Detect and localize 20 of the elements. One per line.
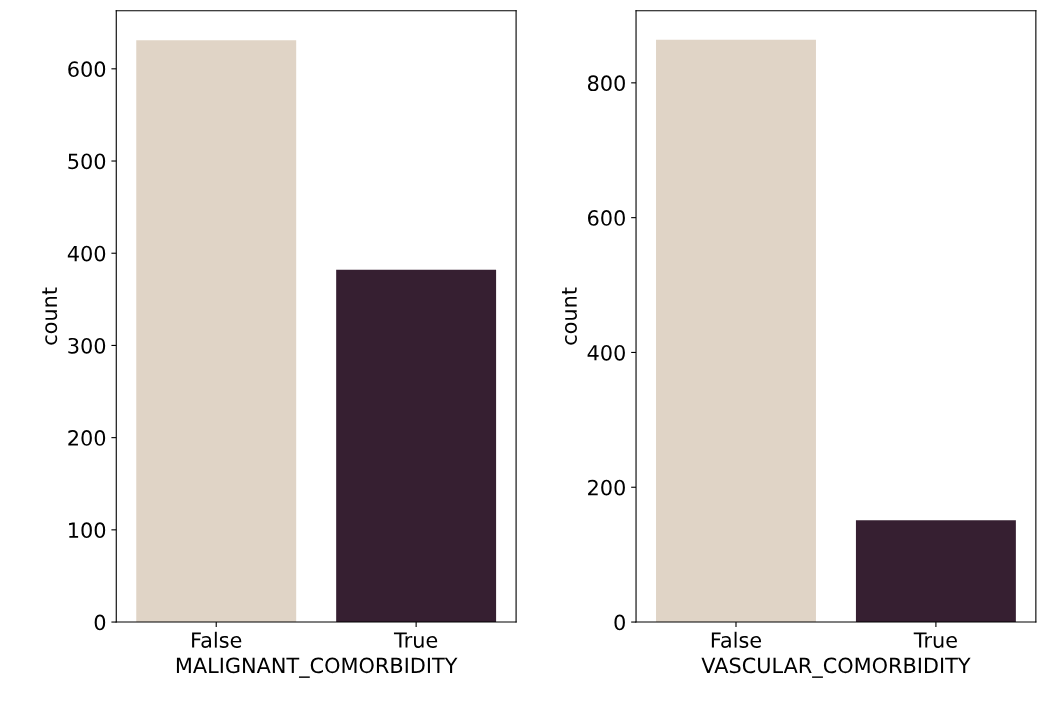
- y-tick-label: 800: [587, 75, 625, 92]
- x-axis-title: MALIGNANT_COMORBIDITY: [176, 657, 458, 678]
- x-axis-title: VASCULAR_COMORBIDITY: [701, 657, 971, 678]
- y-tick-label: 0: [614, 614, 625, 631]
- y-tick-label: 200: [588, 479, 625, 496]
- y-tick-label: 600: [68, 61, 106, 78]
- y-tick-label: 400: [587, 344, 625, 361]
- x-tick-label: True: [913, 632, 957, 648]
- y-tick-label: 100: [69, 522, 106, 539]
- x-tick-label: False: [192, 631, 242, 648]
- y-axis-title: count: [42, 287, 58, 345]
- y-tick-label: 200: [68, 430, 106, 446]
- y-axis-title: count: [562, 287, 577, 345]
- y-tick-label: 400: [67, 245, 106, 262]
- x-tick-label: True: [393, 632, 438, 648]
- x-tick-label: False: [711, 631, 762, 648]
- y-tick-label: 300: [68, 337, 106, 354]
- y-tick-label: 600: [588, 210, 625, 226]
- y-tick-label: 0: [94, 614, 106, 631]
- y-tick-label: 500: [68, 153, 106, 170]
